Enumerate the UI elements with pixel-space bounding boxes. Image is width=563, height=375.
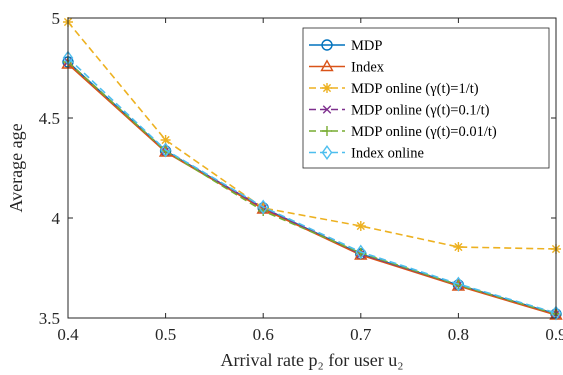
x-tick-label: 0.6 [253,325,274,344]
data-point [257,199,269,215]
data-point [160,135,171,145]
plot-frame [67,17,557,319]
data-point [322,126,332,136]
legend-entry: MDP [309,38,382,54]
data-point [355,221,366,231]
y-tick-label: 4.5 [39,109,60,128]
x-tick-label: 0.5 [155,325,176,344]
legend-label: MDP online (γ(t)=0.1/t) [351,103,490,119]
data-point [550,305,562,321]
y-tick-label: 4 [52,209,61,228]
series-line [67,61,557,315]
data-point [322,83,332,93]
legend: MDP Index MDP online (γ(t)=1/t) MDP online … [302,27,550,169]
y-axis-title: Average age [6,123,26,212]
legend-label: Index [351,60,385,76]
tick-labels: 0.4 0.5 0.6 0.7 0.8 0.9 3.5 4 4.5 5 [39,9,563,344]
x-tick-label: 0.7 [350,325,372,344]
data-point [453,242,464,252]
legend-entry: MDP online (γ(t)=1/t) [309,81,479,97]
data-point [321,145,333,160]
legend-label: Index online [351,146,424,162]
data-point [322,105,332,114]
x-tick-label: 0.9 [545,325,563,344]
legend-label: MDP online (γ(t)=0.01/t) [351,124,497,140]
series-layer [61,17,563,321]
x-axis-title: Arrival rate p₂ for user u₂ [221,350,404,370]
y-tick-label: 3.5 [39,309,60,328]
legend-box [302,27,550,169]
series-line [67,21,557,250]
series-5 [62,50,562,321]
x-tick-label: 0.8 [448,325,469,344]
x-tick-label: 0.4 [57,325,79,344]
series-line [67,57,557,314]
data-point [355,244,367,260]
data-point [320,59,334,72]
legend-entry: MDP online (γ(t)=0.1/t) [309,103,490,119]
y-tick-label: 5 [52,9,61,28]
legend-label: MDP [351,38,382,54]
legend-entry: Index online [309,145,424,162]
legend-label: MDP online (γ(t)=1/t) [351,81,479,97]
legend-entry: MDP online (γ(t)=0.01/t) [309,124,497,140]
data-point [160,142,171,158]
legend-entry: Index [309,59,385,76]
data-point [321,39,333,51]
data-point [453,276,464,292]
